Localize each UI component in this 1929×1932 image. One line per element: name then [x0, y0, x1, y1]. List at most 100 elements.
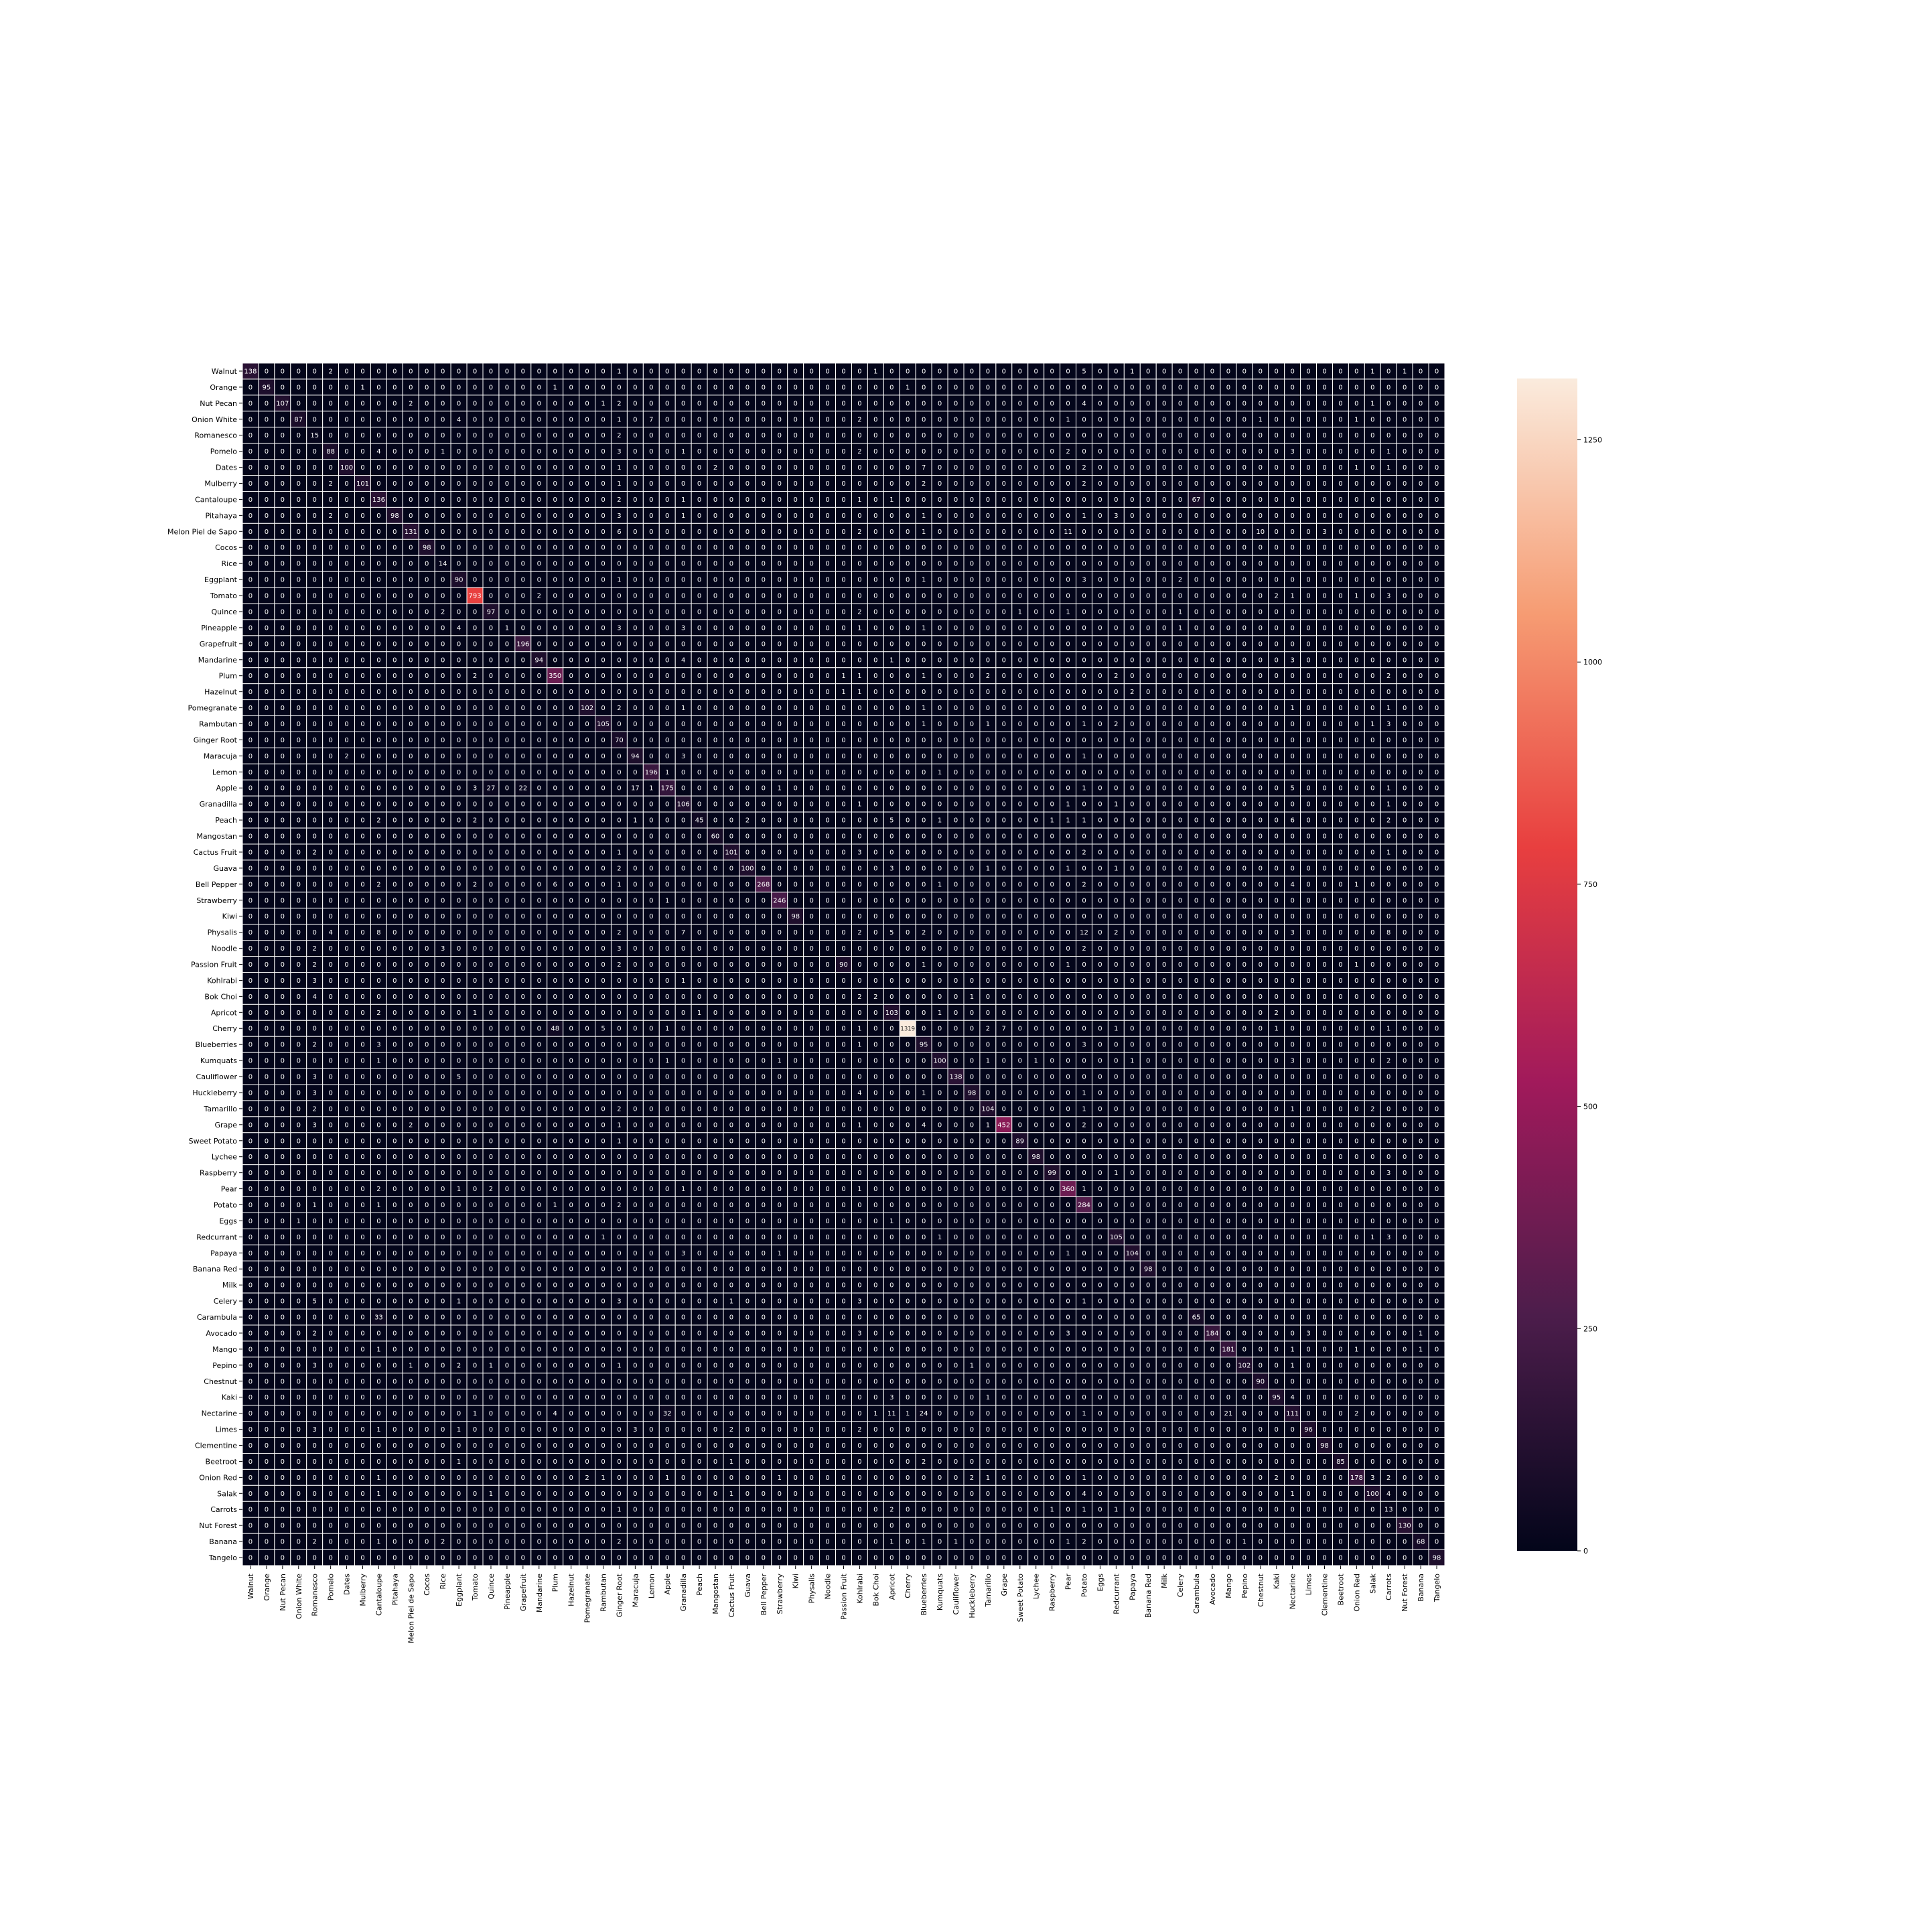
cell-value-label: 0 [1210, 416, 1214, 423]
cell-value-label: 0 [281, 833, 285, 841]
cell-value-label: 0 [553, 737, 557, 744]
cell-value-label: 0 [441, 496, 445, 504]
cell-value-label: 1 [1403, 368, 1407, 375]
cell-value-label: 0 [1082, 561, 1086, 568]
cell-value-label: 0 [954, 881, 958, 888]
cell-value-label: 0 [505, 561, 509, 568]
cell-value-label: 0 [1146, 640, 1150, 648]
cell-value-label: 0 [1306, 545, 1310, 552]
cell-value-label: 0 [1290, 512, 1294, 520]
cell-value-label: 0 [649, 721, 653, 728]
cell-value-label: 0 [713, 608, 717, 616]
cell-value-label: 0 [697, 673, 701, 680]
cell-value-label: 0 [1210, 657, 1214, 664]
cell-value-label: 0 [473, 640, 477, 648]
cell-value-label: 0 [794, 480, 798, 488]
cell-value-label: 0 [344, 384, 348, 391]
cell-value-label: 1 [1066, 801, 1070, 809]
cell-value-label: 0 [1082, 593, 1086, 600]
cell-value-label: 0 [633, 561, 637, 568]
cell-value-label: 0 [1419, 529, 1423, 536]
cell-value-label: 0 [1403, 384, 1407, 391]
cell-value-label: 0 [1275, 577, 1279, 584]
cell-value-label: 0 [392, 753, 397, 760]
cell-value-label: 0 [1338, 416, 1342, 423]
cell-value-label: 0 [809, 464, 813, 472]
cell-value-label: 0 [986, 577, 990, 584]
cell-value-label: 1 [1082, 817, 1086, 825]
cell-value-label: 1 [938, 881, 942, 888]
cell-value-label: 0 [857, 464, 861, 472]
cell-value-label: 0 [1259, 705, 1263, 712]
cell-value-label: 0 [313, 448, 317, 456]
cell-value-label: 0 [1162, 721, 1166, 728]
cell-value-label: 0 [265, 881, 269, 888]
cell-value-label: 0 [794, 865, 798, 872]
cell-value-label: 0 [313, 817, 317, 825]
cell-value-label: 0 [601, 480, 605, 488]
cell-value-label: 0 [778, 416, 782, 423]
cell-value-label: 0 [344, 448, 348, 456]
cell-value-label: 0 [1354, 833, 1358, 841]
cell-value-label: 0 [297, 496, 301, 504]
cell-value-label: 0 [328, 881, 332, 888]
cell-value-label: 0 [585, 400, 589, 407]
cell-value-label: 0 [1114, 448, 1118, 456]
cell-value-label: 0 [360, 801, 364, 809]
cell-value-label: 0 [585, 608, 589, 616]
cell-value-label: 0 [617, 721, 621, 728]
cell-value-label: 0 [553, 897, 557, 904]
cell-value-label: 0 [970, 673, 974, 680]
cell-value-label: 87 [294, 416, 303, 423]
cell-value-label: 0 [1322, 705, 1326, 712]
cell-value-label: 0 [889, 608, 894, 616]
cell-value-label: 0 [297, 849, 301, 856]
cell-value-label: 0 [1403, 689, 1407, 696]
cell-value-label: 0 [1050, 833, 1054, 841]
cell-value-label: 0 [473, 496, 477, 504]
cell-value-label: 1 [1386, 705, 1390, 712]
cell-value-label: 0 [376, 833, 380, 841]
cell-value-label: 0 [1403, 529, 1407, 536]
cell-value-label: 0 [1002, 464, 1006, 472]
cell-value-label: 0 [794, 593, 798, 600]
cell-value-label: 0 [360, 400, 364, 407]
cell-value-label: 0 [841, 368, 845, 375]
cell-value-label: 0 [585, 368, 589, 375]
cell-value-label: 0 [617, 545, 621, 552]
cell-value-label: 0 [873, 448, 877, 456]
cell-value-label: 0 [328, 785, 332, 792]
cell-value-label: 0 [601, 705, 605, 712]
cell-value-label: 0 [569, 705, 573, 712]
cell-value-label: 0 [1162, 561, 1166, 568]
cell-value-label: 0 [297, 529, 301, 536]
cell-value-label: 0 [1034, 705, 1038, 712]
cell-value-label: 0 [1050, 577, 1054, 584]
cell-value-label: 0 [1098, 545, 1102, 552]
cell-value-label: 1 [1370, 400, 1374, 407]
cell-value-label: 0 [825, 577, 829, 584]
cell-value-label: 0 [1082, 416, 1086, 423]
cell-value-label: 0 [665, 737, 669, 744]
cell-value-label: 0 [1275, 753, 1279, 760]
cell-value-label: 0 [633, 400, 637, 407]
cell-value-label: 0 [569, 721, 573, 728]
cell-value-label: 0 [970, 432, 974, 439]
cell-value-label: 0 [713, 368, 717, 375]
cell-value-label: 0 [537, 897, 541, 904]
cell-value-label: 0 [954, 769, 958, 776]
cell-value-label: 0 [585, 737, 589, 744]
cell-value-label: 0 [313, 785, 317, 792]
cell-value-label: 0 [841, 624, 845, 632]
cell-value-label: 0 [729, 529, 733, 536]
cell-value-label: 0 [986, 496, 990, 504]
cell-value-label: 0 [1002, 384, 1006, 391]
cell-value-label: 2 [857, 416, 861, 423]
cell-value-label: 0 [1194, 881, 1198, 888]
cell-value-label: 0 [409, 721, 413, 728]
cell-value-label: 0 [1306, 432, 1310, 439]
cell-value-label: 2 [473, 881, 477, 888]
cell-value-label: 0 [537, 400, 541, 407]
cell-value-label: 0 [1435, 608, 1439, 616]
cell-value-label: 0 [1002, 561, 1006, 568]
